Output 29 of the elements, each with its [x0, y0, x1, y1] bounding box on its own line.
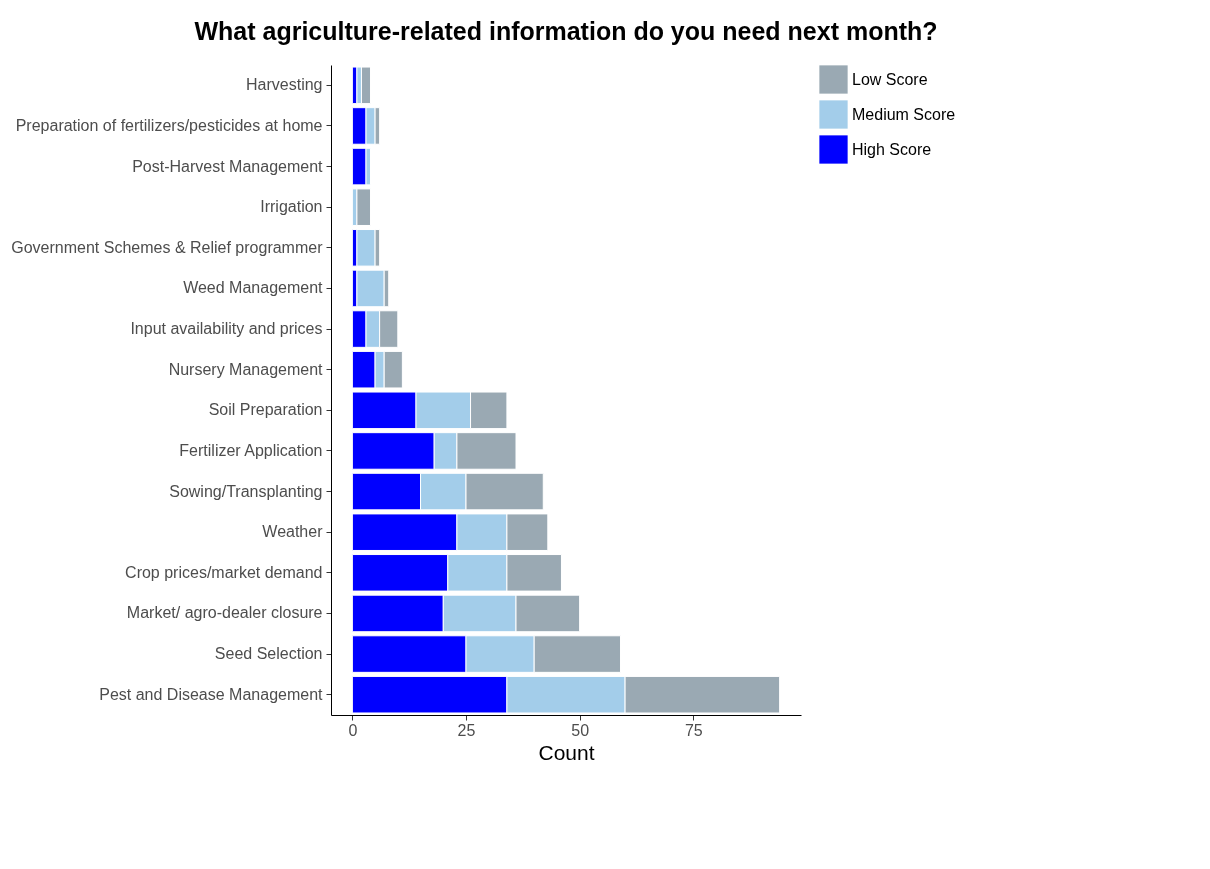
- y-tick-label: Market/ agro-dealer closure: [126, 604, 323, 622]
- y-tick-label: Nursery Management: [168, 360, 324, 378]
- y-tick-label: Crop prices/market demand: [125, 563, 323, 581]
- bar: [360, 66, 372, 105]
- x-axis-title: Count: [538, 740, 595, 764]
- y-tick-label: Soil Preparation: [208, 401, 323, 419]
- y-tick-label: Preparation of fertilizers/pesticides at home: [15, 116, 323, 134]
- y-tick-label: Input availability and prices: [130, 320, 323, 338]
- y-tick-label: Fertilizer Application: [179, 441, 323, 459]
- chart-title: What agriculture-related information do you need next month?: [194, 17, 938, 45]
- y-tick-label: Government Schemes & Relief programmer: [11, 238, 324, 256]
- x-tick-label: 0: [348, 721, 358, 739]
- bar: [356, 229, 376, 267]
- y-tick-label: Weed Management: [183, 279, 324, 297]
- x-tick-label: 50: [571, 721, 590, 739]
- x-tick-label: 75: [684, 721, 703, 739]
- y-tick-label: Irrigation: [260, 198, 323, 216]
- bar: [356, 269, 385, 308]
- y-tick-label: Seed Selection: [214, 645, 323, 663]
- y-tick-label: Post-Harvest Management: [132, 157, 324, 175]
- y-tick-label: Harvesting: [246, 76, 323, 94]
- legend-label: Medium Score: [852, 105, 956, 123]
- legend-label: Low Score: [852, 70, 928, 88]
- bar: [356, 188, 372, 226]
- y-tick-label: Sowing/Transplanting: [169, 482, 323, 500]
- legend-label: High Score: [852, 140, 932, 158]
- x-tick-label: 25: [457, 721, 476, 739]
- y-tick-label: Weather: [262, 523, 324, 541]
- y-tick-label: Pest and Disease Management: [99, 685, 324, 703]
